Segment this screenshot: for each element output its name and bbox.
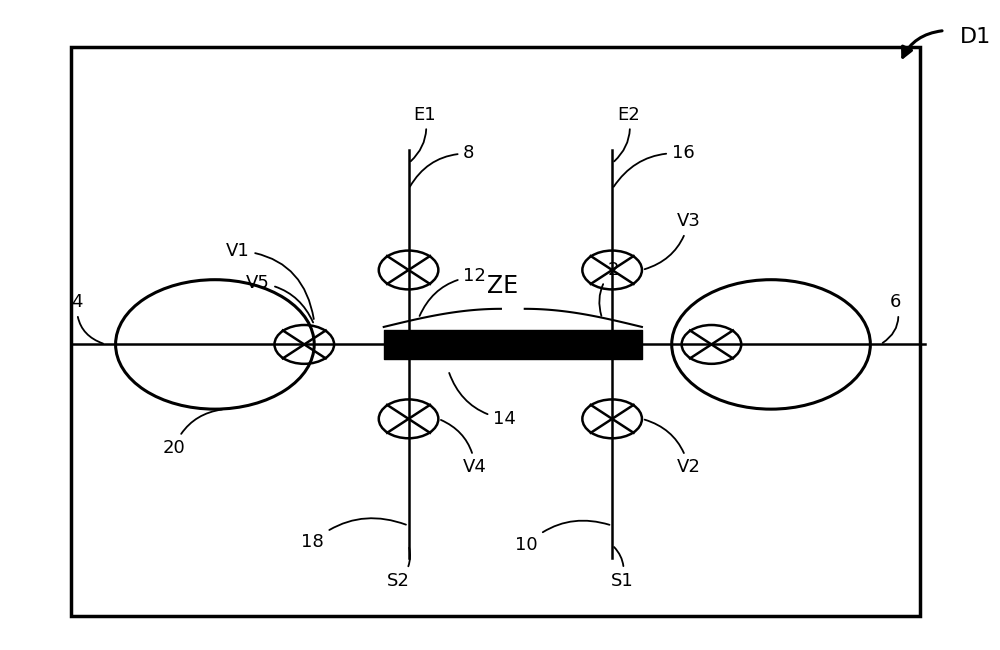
Text: V5: V5: [246, 274, 313, 322]
Text: V4: V4: [441, 420, 487, 476]
Text: 8: 8: [410, 144, 475, 187]
Text: 20: 20: [162, 410, 222, 457]
Text: ZE: ZE: [487, 274, 518, 298]
Text: E1: E1: [411, 106, 436, 161]
Text: S1: S1: [611, 547, 633, 590]
Text: 6: 6: [883, 293, 902, 343]
Text: 2: 2: [599, 261, 619, 316]
Text: 4: 4: [71, 293, 103, 344]
Text: 18: 18: [301, 518, 406, 551]
Text: V1: V1: [226, 242, 314, 319]
Text: D1: D1: [960, 27, 991, 47]
Bar: [71, 47, 920, 616]
Text: E2: E2: [614, 106, 640, 161]
Text: S2: S2: [387, 548, 410, 590]
Text: 16: 16: [614, 144, 694, 187]
Text: V3: V3: [645, 213, 701, 269]
Text: 12: 12: [420, 267, 486, 316]
Text: V2: V2: [645, 420, 701, 476]
Text: 14: 14: [449, 373, 516, 428]
Text: 10: 10: [515, 521, 609, 554]
